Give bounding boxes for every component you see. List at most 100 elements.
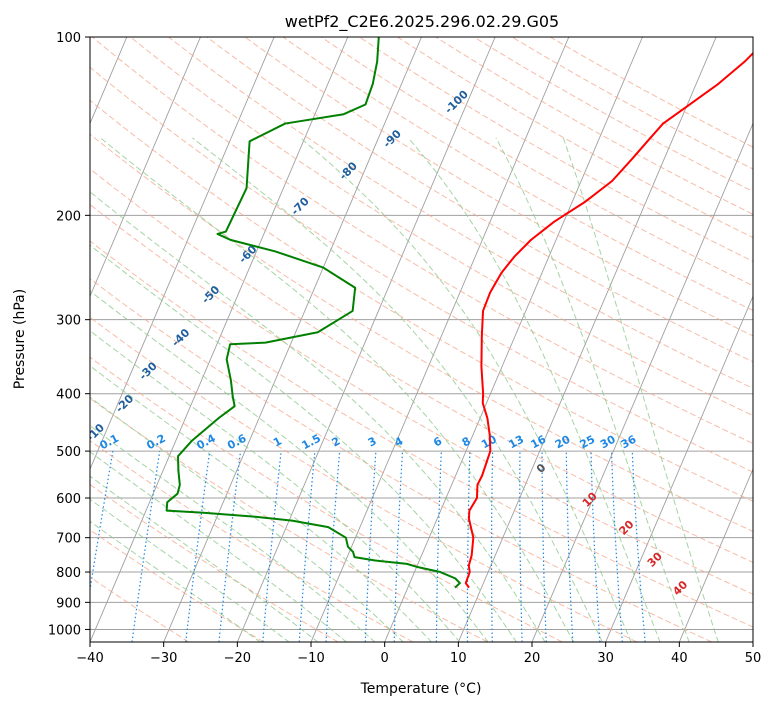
mixing-ratio-line bbox=[519, 451, 523, 642]
dewpoint-profile-line bbox=[165, 37, 461, 589]
mixing-ratio-label: 0.6 bbox=[225, 432, 249, 453]
moist-adiabat-line bbox=[100, 137, 575, 642]
theta-e-label: -80 bbox=[337, 159, 360, 182]
isotherm-line bbox=[90, 37, 201, 298]
y-tick-label: 400 bbox=[56, 388, 81, 403]
mixing-ratio-line bbox=[590, 451, 601, 642]
mixing-ratio-label: 30 bbox=[598, 433, 618, 452]
mixing-ratio-label: 8 bbox=[460, 434, 473, 449]
isotherm-line bbox=[90, 37, 349, 642]
dry-adiabat-line bbox=[549, 37, 753, 148]
isotherm-line bbox=[605, 295, 753, 642]
mixing-ratio-label: 0.2 bbox=[144, 432, 167, 453]
mixing-ratio-line bbox=[466, 451, 471, 642]
mixing-ratio-line bbox=[631, 451, 646, 642]
moist-adiabat-line bbox=[90, 498, 290, 642]
mixing-ratio-line bbox=[565, 451, 574, 642]
moist-adiabat-line bbox=[90, 475, 319, 642]
dry-adiabat-line bbox=[90, 483, 339, 642]
y-tick-label: 1000 bbox=[48, 623, 81, 638]
mixing-ratio-line bbox=[218, 451, 242, 642]
moist-adiabat-line bbox=[90, 425, 376, 642]
mixing-ratio-label: 25 bbox=[578, 433, 598, 452]
x-tick-label: 20 bbox=[524, 651, 541, 666]
chart-title: wetPf2_C2E6.2025.296.02.29.G05 bbox=[285, 12, 559, 32]
isotherm-line bbox=[236, 37, 496, 642]
isotherm-line bbox=[531, 122, 753, 642]
x-tick-label: −10 bbox=[297, 651, 324, 666]
dry-adiabat-line bbox=[91, 37, 753, 445]
x-axis-label: Temperature (°C) bbox=[360, 681, 482, 697]
mixing-ratio-line bbox=[185, 451, 211, 642]
mixing-ratio-line bbox=[490, 451, 494, 642]
moist-adiabat-line bbox=[495, 137, 690, 642]
dry-adiabat-line bbox=[90, 240, 753, 628]
mixing-ratio-label: 16 bbox=[529, 433, 549, 452]
moist-adiabat-line bbox=[90, 244, 518, 642]
x-tick-label: 10 bbox=[450, 651, 467, 666]
y-tick-label: 200 bbox=[56, 209, 81, 224]
theta-e-label: -70 bbox=[288, 194, 311, 217]
dry-adiabat-line bbox=[90, 66, 753, 473]
axes: −40 −30 −20 −10 0 10 20 30 40 5010009008007006005… bbox=[48, 31, 761, 666]
y-tick-label: 100 bbox=[56, 31, 81, 46]
moist-adiabat-line bbox=[192, 137, 603, 642]
dry-adiabat-line bbox=[90, 278, 712, 642]
theta-e-label: -20 bbox=[113, 392, 136, 415]
mixing-ratio-label: 3 bbox=[366, 434, 379, 449]
dry-adiabat-line bbox=[90, 440, 414, 642]
mixing-ratio-line bbox=[90, 450, 114, 594]
x-tick-label: 40 bbox=[671, 651, 688, 666]
moist-adiabat-line bbox=[562, 137, 719, 642]
y-tick-label: 700 bbox=[56, 532, 81, 547]
mixing-ratio-line bbox=[298, 451, 316, 642]
dry-adiabat-line bbox=[244, 37, 753, 337]
mixing-ratio-label: 13 bbox=[506, 433, 526, 452]
background-line-labels: 0.1 0.2 0.4 0.6 1 1.5 2 3 4 6 8 10 13 16 20 25 30 36-100-… bbox=[90, 87, 691, 598]
wetbulb-label: 40 bbox=[670, 578, 690, 598]
y-tick-label: 900 bbox=[56, 596, 81, 611]
isotherm-line bbox=[163, 37, 422, 642]
dry-adiabat-line bbox=[90, 397, 488, 642]
wetbulb-label: 30 bbox=[645, 549, 665, 569]
moist-adiabat-line bbox=[90, 520, 262, 642]
y-tick-label: 800 bbox=[56, 566, 81, 581]
mixing-ratio-line bbox=[435, 451, 442, 642]
theta-e-label: -30 bbox=[136, 359, 159, 382]
mixing-ratio-line bbox=[364, 451, 377, 642]
moist-adiabat-line bbox=[90, 396, 404, 642]
moist-adiabat-line bbox=[90, 191, 546, 642]
wetbulb-label: 0 bbox=[534, 461, 549, 476]
dry-adiabat-line bbox=[168, 37, 753, 389]
theta-e-label: -50 bbox=[199, 283, 222, 306]
mixing-ratio-label: 1 bbox=[271, 434, 284, 449]
mixing-ratio-label: 20 bbox=[553, 433, 573, 452]
dry-adiabat-line bbox=[130, 37, 753, 417]
temperature-profile-line bbox=[464, 51, 753, 589]
dry-adiabat-line bbox=[282, 37, 753, 312]
x-tick-label: 50 bbox=[745, 651, 762, 666]
wetbulb-label: 10 bbox=[580, 490, 600, 510]
dry-adiabat-line bbox=[435, 37, 753, 215]
dry-adiabat-line bbox=[359, 37, 753, 262]
mixing-ratio-line bbox=[610, 451, 623, 642]
moist-adiabat-line bbox=[90, 365, 433, 642]
dry-adiabat-line bbox=[511, 37, 753, 170]
x-tick-label: 30 bbox=[597, 651, 614, 666]
mixing-ratio-label: 36 bbox=[619, 433, 639, 452]
wetbulb-label: 20 bbox=[617, 517, 637, 537]
y-tick-label: 600 bbox=[56, 492, 81, 507]
dry-adiabat-line bbox=[90, 316, 638, 642]
sounding-series bbox=[165, 37, 753, 589]
x-tick-label: −40 bbox=[76, 651, 103, 666]
isotherm-line bbox=[384, 37, 643, 642]
isotherm-line bbox=[90, 37, 275, 471]
mixing-ratio-line bbox=[131, 451, 161, 642]
dry-adiabat-line bbox=[90, 99, 753, 502]
moist-adiabat-line bbox=[90, 451, 348, 642]
y-tick-label: 500 bbox=[56, 445, 81, 460]
grid-layer bbox=[90, 37, 753, 642]
isotherm-line bbox=[752, 640, 753, 642]
theta-e-label: -40 bbox=[169, 326, 192, 349]
